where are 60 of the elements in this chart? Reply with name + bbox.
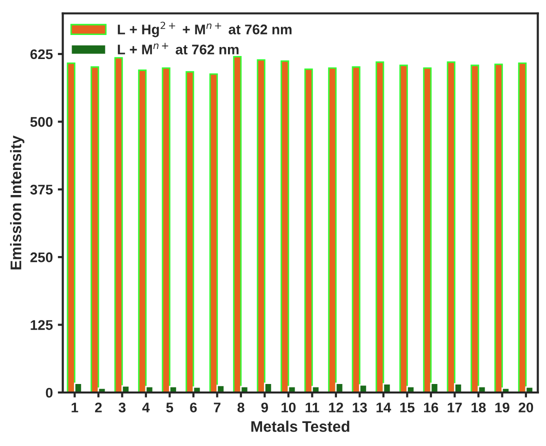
bar [328, 67, 337, 392]
y-tick-label: 125 [30, 320, 53, 330]
bar [446, 61, 456, 392]
bar [66, 62, 76, 392]
bar [335, 382, 344, 392]
bar [209, 73, 218, 392]
x-tick-label: 3 [118, 402, 126, 412]
x-tick-label: 1 [72, 402, 78, 412]
x-tick-label: 13 [352, 402, 367, 412]
bar [454, 383, 462, 392]
x-tick-label: 15 [400, 402, 415, 412]
y-tick-label: 500 [30, 117, 52, 127]
x-tick-label: 18 [472, 402, 486, 412]
x-tick-label: 10 [282, 402, 296, 412]
bar [352, 66, 360, 392]
x-tick-label: 7 [214, 402, 220, 412]
y-axis-title: Emission Intensity [10, 136, 24, 270]
x-tick-label: 8 [238, 402, 244, 412]
bar [114, 57, 123, 392]
x-tick-label: 17 [448, 402, 462, 412]
y-tick-label: 625 [30, 49, 53, 60]
x-tick-label: 5 [166, 402, 174, 412]
bar [518, 62, 527, 392]
bar [264, 382, 272, 392]
bar [470, 64, 480, 392]
bar [494, 64, 503, 392]
legend-label: L + M$^{n+}$ at 762 nm [118, 42, 239, 54]
bar [280, 60, 290, 392]
bar [256, 59, 266, 392]
bar [90, 66, 100, 392]
bar [216, 384, 225, 392]
bar [162, 67, 170, 392]
bar [233, 56, 242, 392]
x-tick-label: 20 [518, 402, 534, 412]
bar [430, 382, 439, 392]
bar [478, 386, 486, 392]
x-tick-label: 6 [190, 402, 197, 412]
x-tick-label: 11 [306, 402, 320, 412]
y-tick-label: 250 [30, 252, 52, 262]
bar [376, 61, 384, 392]
bar [423, 67, 432, 392]
x-tick-label: 16 [424, 402, 438, 412]
x-tick-label: 19 [495, 402, 510, 412]
y-tick-label: 375 [30, 184, 53, 195]
x-tick-label: 4 [142, 402, 150, 412]
bar [304, 68, 313, 392]
x-tick-label: 14 [376, 402, 392, 412]
x-axis-title: Metals Tested [251, 420, 350, 432]
bar [186, 71, 194, 392]
bar [399, 64, 408, 392]
bar [74, 382, 82, 392]
bar [382, 383, 392, 392]
x-tick-label: 9 [261, 402, 268, 412]
bar [138, 70, 147, 392]
x-tick-label: 2 [95, 402, 102, 412]
y-tick-label: 0 [46, 388, 52, 398]
bar [358, 384, 368, 392]
bar [525, 386, 534, 392]
x-tick-label: 12 [329, 402, 344, 412]
legend-label: L + Hg$^{2+}$ + M$^{n+}$ at 762 nm [118, 22, 292, 38]
